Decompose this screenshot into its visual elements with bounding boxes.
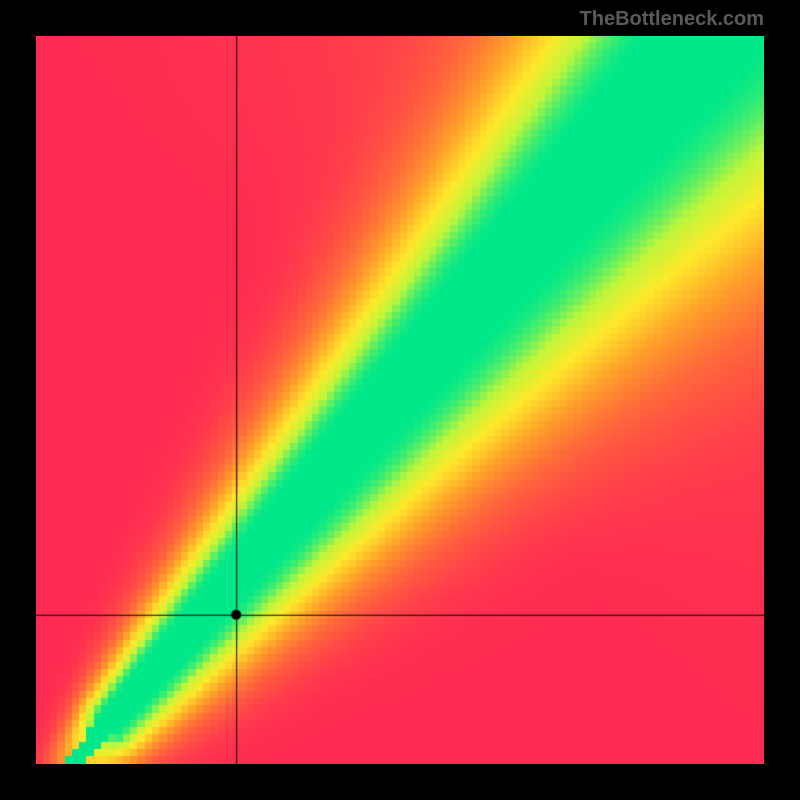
- watermark-text: TheBottleneck.com: [580, 8, 764, 31]
- chart-container: TheBottleneck.com: [0, 0, 800, 800]
- bottleneck-heatmap: [36, 36, 764, 764]
